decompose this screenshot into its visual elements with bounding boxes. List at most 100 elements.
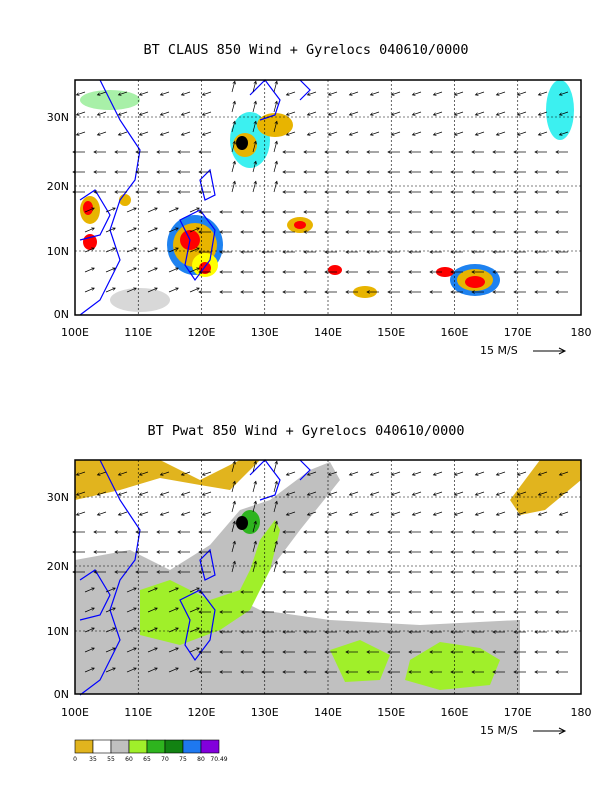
wind-arrow [348, 511, 359, 516]
wind-arrow [513, 670, 526, 674]
panel2-x-axis-labels: 100E 110E 120E 130E 140E 150E 160E 170E 180 [61, 706, 591, 719]
wind-arrow [303, 530, 316, 534]
wind-arrow [198, 190, 211, 194]
wind-arrow [147, 667, 158, 673]
wind-arrow [240, 670, 253, 674]
wind-arrow [72, 170, 85, 174]
wind-arrow [135, 150, 148, 154]
wind-arrow [282, 230, 295, 234]
wind-arrow [231, 500, 236, 513]
wind-arrow [534, 150, 547, 154]
wind-arrow [471, 230, 484, 234]
wind-arrow [84, 627, 95, 633]
wind-arrow [231, 100, 236, 113]
x-axis-label: 100E [61, 706, 89, 719]
wind-arrow [303, 570, 316, 574]
wind-arrow [537, 111, 548, 116]
wind-arrow [303, 290, 316, 294]
wind-arrow [348, 91, 359, 96]
wind-arrow [240, 590, 253, 594]
wind-arrow [306, 111, 317, 116]
wind-arrow [492, 530, 505, 534]
wind-arrow [219, 650, 232, 654]
wind-arrow [189, 227, 200, 233]
wind-arrow [387, 150, 400, 154]
wind-arrow [327, 491, 338, 496]
wind-arrow [471, 250, 484, 254]
wind-arrow [135, 550, 148, 554]
wind-arrow [429, 210, 442, 214]
wind-arrow [408, 590, 421, 594]
wind-arrow [555, 170, 568, 174]
wind-arrow [387, 630, 400, 634]
wind-arrow [324, 230, 337, 234]
wind-arrow [366, 590, 379, 594]
wind-arrow [84, 667, 95, 673]
wind-arrow [189, 647, 200, 653]
wind-arrow [345, 150, 358, 154]
wind-arrow [516, 511, 527, 516]
wind-arrow [273, 120, 278, 133]
wind-arrow [471, 610, 484, 614]
wind-arrow [327, 111, 338, 116]
wind-arrow [345, 570, 358, 574]
wind-arrow [168, 667, 179, 673]
wind-arrow [387, 550, 400, 554]
wind-arrow [273, 540, 278, 553]
wind-arrow [366, 530, 379, 534]
wind-arrow [474, 471, 485, 476]
x-axis-label: 100E [61, 326, 89, 339]
wind-arrow [369, 491, 380, 496]
wind-arrow [96, 471, 107, 476]
wind-arrow [492, 230, 505, 234]
wind-arrow [345, 270, 358, 274]
wind-arrow [471, 150, 484, 154]
x-axis-label: 110E [124, 706, 152, 719]
wind-arrow [366, 150, 379, 154]
wind-arrow [534, 570, 547, 574]
wind-arrow [282, 670, 295, 674]
wind-arrow [492, 670, 505, 674]
wind-arrow [558, 491, 569, 496]
wind-arrow [252, 140, 257, 153]
wind-arrow [450, 250, 463, 254]
wind-arrow [159, 491, 170, 496]
wind-arrow [147, 647, 158, 653]
wind-arrow [432, 131, 443, 136]
panel1-grid [75, 80, 581, 314]
wind-arrow [285, 511, 296, 516]
wind-arrow [168, 267, 179, 273]
wind-arrow [96, 111, 107, 116]
wind-arrow [135, 190, 148, 194]
wind-arrow [366, 190, 379, 194]
wind-arrow [240, 210, 253, 214]
wind-arrow [471, 670, 484, 674]
wind-arrow [75, 491, 86, 496]
wind-arrow [126, 587, 137, 593]
wind-arrow [558, 511, 569, 516]
x-axis-label: 130E [251, 326, 279, 339]
wind-arrow [495, 491, 506, 496]
colorbar-swatch [164, 739, 184, 754]
y-axis-label: 30N [47, 111, 69, 124]
wind-arrow [429, 250, 442, 254]
wind-arrow [345, 530, 358, 534]
wind-arrow [534, 630, 547, 634]
wind-arrow [168, 207, 179, 213]
wind-arrow [303, 210, 316, 214]
wind-arrow [513, 190, 526, 194]
wind-arrow [252, 480, 257, 493]
wind-arrow [303, 150, 316, 154]
wind-arrow [492, 270, 505, 274]
wind-arrow [198, 170, 211, 174]
wind-arrow [555, 210, 568, 214]
wind-arrow [345, 190, 358, 194]
wind-arrow [450, 170, 463, 174]
wind-arrow [261, 610, 274, 614]
wind-arrow [180, 471, 191, 476]
wind-arrow [387, 290, 400, 294]
wind-arrow [513, 550, 526, 554]
wind-arrow [348, 111, 359, 116]
wind-arrow [96, 91, 107, 96]
wind-arrow [324, 250, 337, 254]
